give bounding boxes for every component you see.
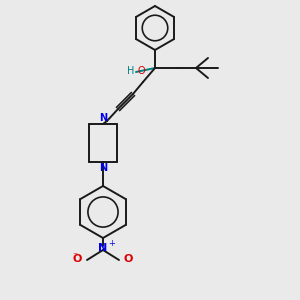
Text: N: N [99, 113, 107, 123]
Text: O: O [138, 66, 146, 76]
Text: O: O [124, 254, 134, 264]
Text: O: O [73, 254, 82, 264]
Text: N: N [98, 243, 108, 253]
Text: H: H [127, 66, 134, 76]
Text: +: + [108, 239, 115, 248]
Text: N: N [99, 163, 107, 173]
Text: ⁻: ⁻ [72, 251, 78, 261]
